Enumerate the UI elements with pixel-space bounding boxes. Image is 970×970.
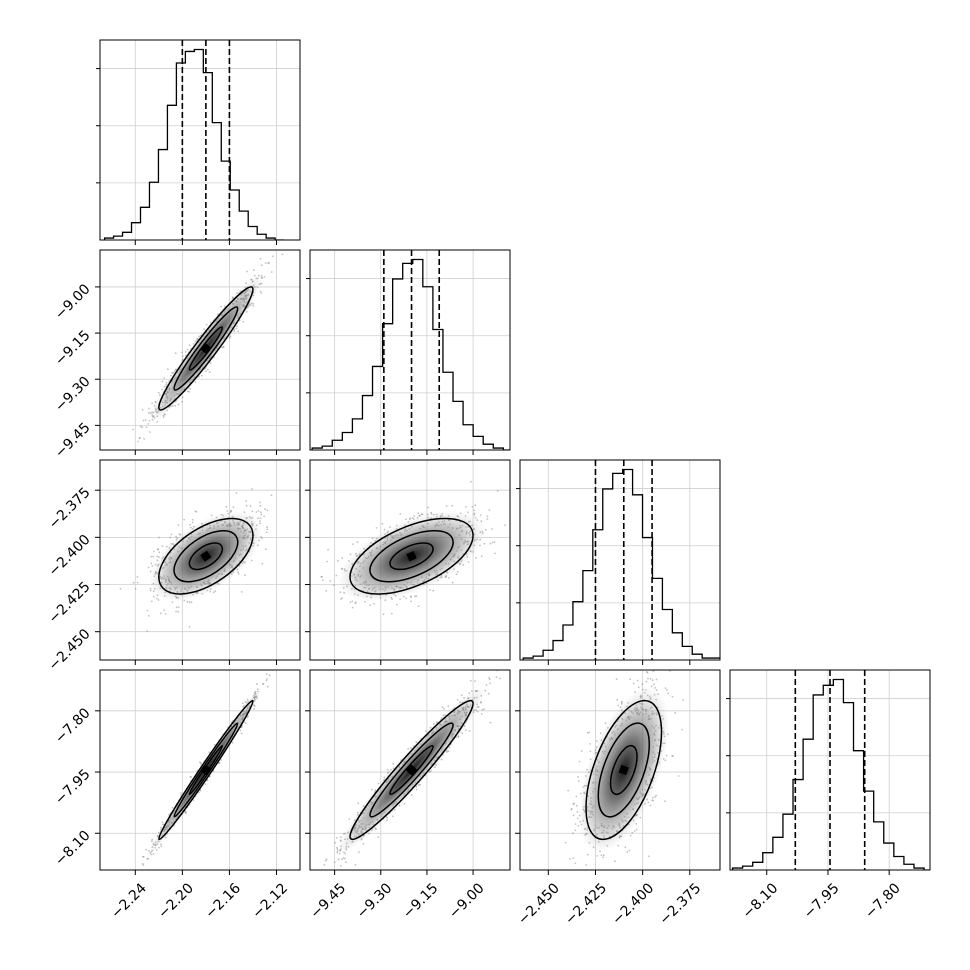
x-tick-label: −9.15 [400,880,442,922]
density-peak [200,764,212,776]
panel-frame-hist-3 [729,669,931,871]
panel-frame-hist-1 [309,249,511,451]
histogram-bars-1 [311,258,510,450]
panel-frame-hist-2 [519,459,721,661]
y-tick-label: −9.30 [52,374,94,416]
contour-level-2 [585,699,663,841]
x-tick-label: −2.16 [202,880,244,922]
histogram-bars-3 [731,678,930,870]
contour-level-0 [609,744,638,796]
x-tick-label: −2.12 [249,880,291,922]
density-peak [200,550,212,562]
histogram-bars-0 [103,48,285,240]
x-tick-label: −2.375 [656,880,704,928]
scatter-panel-1-2 [309,459,511,661]
y-tick-label: −9.00 [52,281,94,323]
scatter-panel-2-3 [519,669,721,871]
density-peak [405,764,418,776]
hist-panel-0 [96,39,301,241]
contour-level-2 [158,286,254,411]
contour-level-2 [349,517,474,595]
panel-frame-1-2 [309,459,511,661]
contour-level-1 [369,530,454,583]
y-tick-label: −2.375 [46,485,94,533]
hist-panel-2 [516,459,721,661]
y-tick-label: −9.15 [52,327,94,369]
x-tick-label: −9.45 [308,880,350,922]
panel-frame-hist-0 [99,39,301,241]
contour-level-2 [158,699,254,841]
scatter-panel-0-1 [99,249,301,451]
contour-level-2 [158,517,254,595]
contour-level-0 [389,744,434,796]
panel-frame-2-3 [519,669,721,871]
contour-level-1 [173,306,239,391]
x-tick-label: −2.24 [108,880,150,922]
scatter-panel-1-3 [309,669,511,871]
x-tick-label: −9.30 [354,880,396,922]
x-tick-label: −2.400 [609,880,657,928]
density-peak [200,342,212,355]
x-tick-label: −2.450 [515,880,563,928]
hist-panel-1 [306,249,511,451]
x-tick-label: −9.00 [446,880,488,922]
panel-frame-0-3 [99,669,301,871]
y-tick-label: −2.425 [46,579,94,627]
contour-level-2 [349,699,474,841]
x-tick-label: −2.425 [562,880,610,928]
y-tick-label: −2.450 [46,626,94,674]
panel-frame-0-1 [99,249,301,451]
panel-frame-0-2 [99,459,301,661]
contour-level-1 [597,722,650,818]
contour-level-0 [389,542,434,571]
density-peak [618,764,629,776]
y-tick-label: −7.95 [52,766,94,808]
contour-level-1 [173,530,239,583]
density-peak [406,550,417,562]
panel-frame-1-3 [309,669,511,871]
scatter-panel-0-3 [99,669,301,871]
x-tick-label: −7.95 [801,880,843,922]
x-tick-label: −2.20 [155,880,197,922]
contour-level-1 [369,722,454,818]
histogram-bars-2 [522,468,720,660]
y-tick-label: −2.400 [46,532,94,580]
contour-level-0 [188,542,224,571]
y-tick-label: −9.45 [52,420,94,462]
x-tick-label: −7.80 [862,880,904,922]
y-tick-label: −7.80 [52,705,94,747]
hist-panel-3 [726,669,931,871]
x-tick-label: −8.10 [740,880,782,922]
scatter-panel-0-2 [99,459,301,661]
y-tick-label: −8.10 [52,828,94,870]
